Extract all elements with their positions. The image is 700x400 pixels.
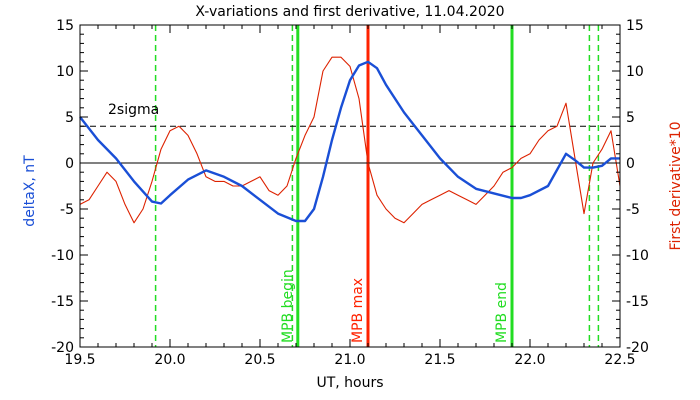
- vertical-markers: [154, 25, 600, 347]
- x-axis-label: UT, hours: [316, 375, 383, 391]
- y-tick-label-left-4: 0: [65, 156, 74, 172]
- y-tick-label-right-0: -20: [626, 340, 649, 356]
- y-tick-label-right-7: 15: [626, 18, 644, 34]
- x-tick-label-4: 21.5: [424, 352, 455, 368]
- x-tick-label-2: 20.5: [244, 352, 275, 368]
- sigma-label: 2sigma: [108, 102, 159, 118]
- x-tick-label-5: 22.0: [514, 352, 545, 368]
- chart-title: X-variations and first derivative, 11.04…: [195, 4, 504, 20]
- y-tick-label-right-2: -10: [626, 248, 649, 264]
- y-axis-label-right: First derivative*10: [668, 121, 684, 250]
- y-tick-label-left-6: 10: [56, 64, 74, 80]
- marker-labels: MPB max MPB begin MPB end: [280, 269, 510, 343]
- y-tick-label-right-6: 10: [626, 64, 644, 80]
- series-line-0: [79, 60, 620, 223]
- y-tick-label-right-3: -5: [626, 202, 640, 218]
- y-tick-label-left-1: -15: [51, 294, 74, 310]
- series-line-1: [79, 56, 621, 224]
- y-tick-label-left-2: -10: [51, 248, 74, 264]
- marker-label-0: MPB max: [350, 278, 366, 343]
- x-tick-label-3: 21.0: [334, 352, 365, 368]
- x-axis: 19.5 20.0 20.5 21.0 21.5 22.0 22.5: [64, 25, 636, 368]
- y-axis-label-left: deltaX, nT: [22, 155, 38, 227]
- series-layer: [79, 56, 621, 224]
- y-tick-label-left-0: -20: [51, 340, 74, 356]
- y-axis-left: -20 -15 -10 -5 0 5 10 15: [51, 18, 88, 356]
- x-tick-label-1: 20.0: [154, 352, 185, 368]
- y-tick-label-right-5: 5: [626, 110, 635, 126]
- y-tick-label-left-7: 15: [56, 18, 74, 34]
- y-axis-right: -20 -15 -10 -5 0 5 10 15: [612, 18, 649, 356]
- y-tick-label-left-5: 5: [65, 110, 74, 126]
- x-tick-label-0: 19.5: [64, 352, 95, 368]
- reference-lines: [80, 125, 620, 164]
- marker-label-2: MPB end: [494, 282, 510, 343]
- x-tick-label-6: 22.5: [604, 352, 635, 368]
- y-tick-label-left-3: -5: [60, 202, 74, 218]
- y-tick-label-right-1: -15: [626, 294, 649, 310]
- marker-label-1: MPB begin: [280, 269, 296, 343]
- y-tick-label-right-4: 0: [626, 156, 635, 172]
